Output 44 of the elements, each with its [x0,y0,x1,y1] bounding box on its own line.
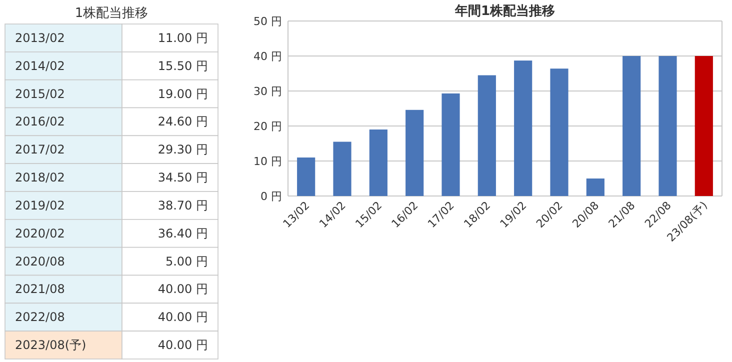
text: 38.70 円 [158,198,208,212]
bar [406,110,424,196]
category-label: 2020/02 [15,226,65,240]
category-label: 2013/02 [15,30,65,45]
text: 19.00 円 [158,86,208,101]
text: 5.00 円 [165,254,208,268]
text: 11.00 円 [158,30,208,45]
category-label: 2020/08 [15,254,65,268]
text: 29.30 円 [158,142,208,157]
bar [622,56,641,196]
bar [658,56,677,196]
text: 40.00 円 [158,310,208,324]
category-label: 2015/02 [15,86,65,101]
bar [586,178,604,196]
text: 1株配当推移 [74,6,148,21]
bar [333,142,352,196]
y-tick-label: 20 円 [254,120,282,133]
category-label: 2016/02 [15,114,65,129]
category-label: 2023/08(予) [15,338,86,352]
bar [297,158,316,196]
category-label: 2021/08 [15,282,65,296]
bar [442,93,460,196]
y-tick-label: 10 円 [254,155,282,168]
bar [550,68,568,196]
bar [369,130,388,196]
category-label: 2018/02 [15,170,65,185]
y-tick-label: 30 円 [254,85,282,98]
text: 40.00 円 [158,338,208,352]
category-label: 2019/02 [15,198,65,212]
text: 34.50 円 [158,170,208,185]
bar [514,60,532,196]
category-label: 2017/02 [15,142,65,157]
category-label: 2022/08 [15,310,65,324]
bar [694,56,713,196]
text: 24.60 円 [158,114,208,129]
y-tick-label: 0 円 [260,190,282,203]
y-tick-label: 40 円 [254,50,282,63]
chart-title: 年間1株配当推移 [454,4,556,19]
text: 40.00 円 [158,282,208,296]
category-label: 2014/02 [15,58,65,73]
y-tick-label: 50 円 [254,15,282,28]
bar [478,75,496,196]
text: 15.50 円 [158,58,208,73]
text: 36.40 円 [158,226,208,240]
